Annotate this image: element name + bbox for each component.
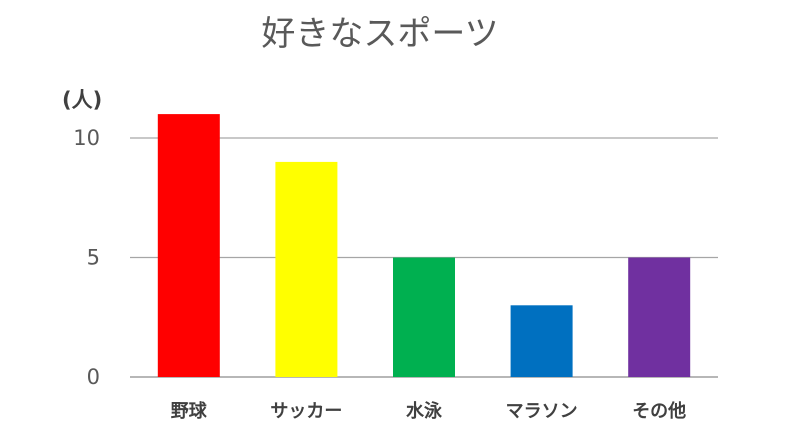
x-tick-label: マラソン <box>506 401 578 422</box>
bar <box>157 114 220 377</box>
x-tick-label: 水泳 <box>406 400 443 422</box>
y-unit-label: (人) <box>62 88 103 112</box>
y-tick-label: 5 <box>87 246 100 270</box>
x-tick-label: サッカー <box>270 401 342 422</box>
x-tick-label: 野球 <box>171 401 208 422</box>
bar <box>393 257 455 377</box>
y-tick-label: 10 <box>73 126 100 150</box>
bar <box>275 161 338 377</box>
x-tick-label: その他 <box>632 400 686 422</box>
bar <box>510 305 573 377</box>
y-tick-label: 0 <box>87 365 100 389</box>
chart-title: 好きなスポーツ <box>261 14 499 54</box>
bar <box>628 257 691 377</box>
